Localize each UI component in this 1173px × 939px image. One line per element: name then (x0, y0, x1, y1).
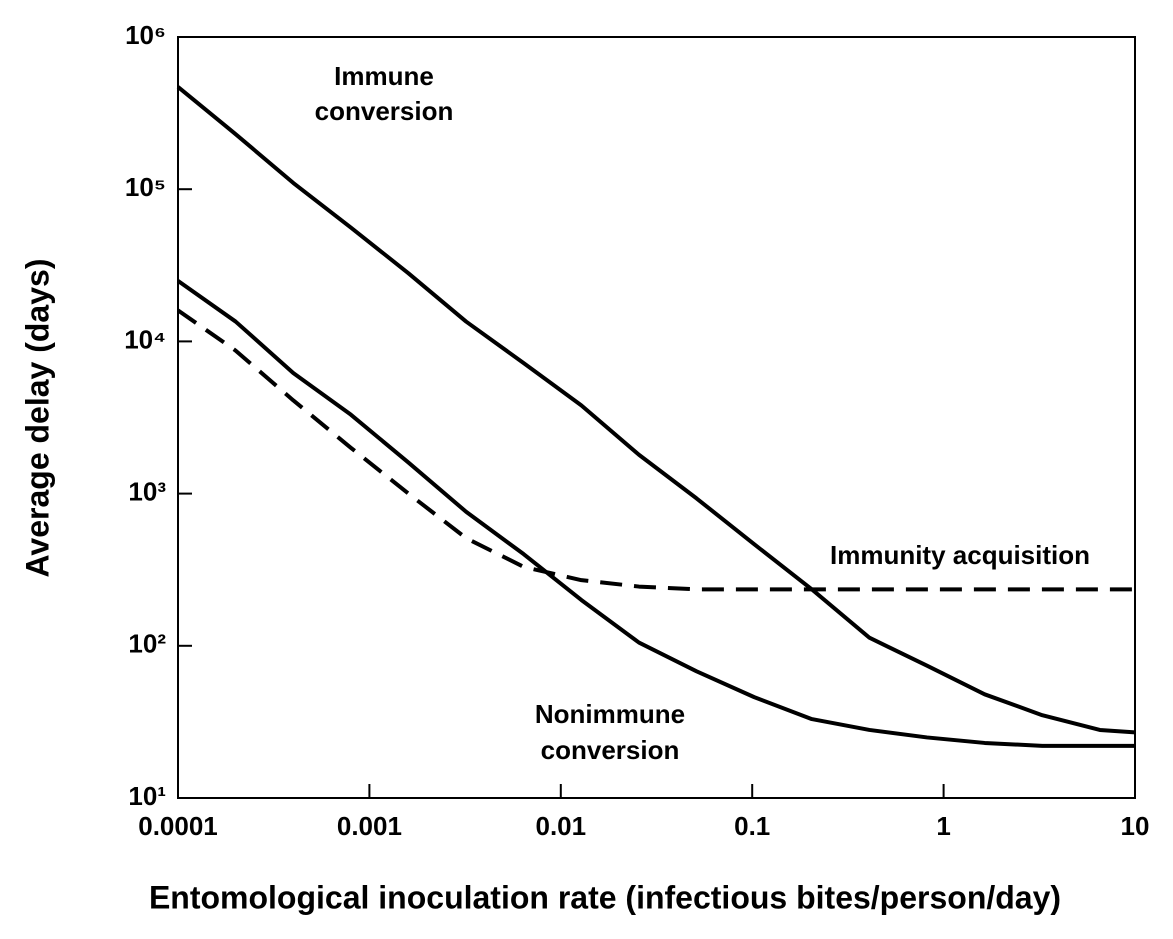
x-tick-label: 1 (936, 811, 950, 841)
y-tick-label: 10¹ (128, 781, 166, 811)
annotation: conversion (541, 735, 680, 765)
y-tick-label: 10⁴ (124, 324, 166, 354)
y-tick-label: 10² (128, 629, 166, 659)
y-tick-label: 10³ (128, 476, 166, 506)
annotation: Immune (334, 61, 434, 91)
y-tick-label: 10⁶ (125, 20, 166, 50)
annotation: Immunity acquisition (830, 540, 1090, 570)
y-tick-label: 10⁵ (125, 172, 166, 202)
x-tick-label: 10 (1121, 811, 1150, 841)
x-tick-label: 0.1 (734, 811, 770, 841)
x-tick-label: 0.0001 (138, 811, 218, 841)
series-line (176, 279, 1135, 748)
annotation: Nonimmune (535, 699, 685, 729)
series-line (176, 85, 1136, 735)
plot-frame (177, 36, 1136, 799)
x-axis-label: Entomological inoculation rate (infectio… (149, 879, 1061, 915)
series-line (176, 308, 1135, 592)
x-tick-label: 0.001 (337, 811, 402, 841)
y-axis-label: Average delay (days) (19, 259, 55, 578)
annotation: conversion (315, 96, 454, 126)
x-tick-label: 0.01 (535, 811, 586, 841)
